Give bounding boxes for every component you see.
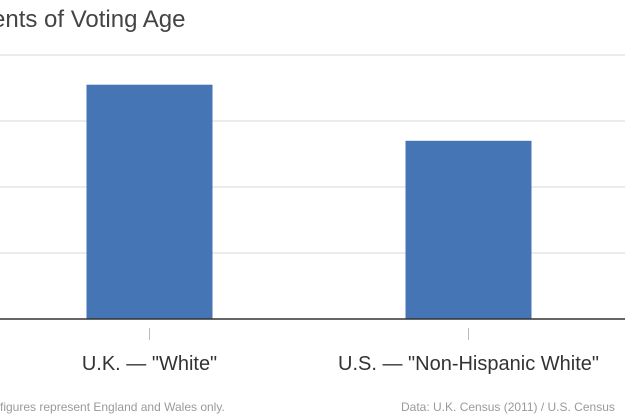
category-label: U.S. — "Non-Hispanic White" — [338, 353, 599, 375]
chart-title: ents of Voting Age — [0, 6, 186, 33]
category-label: U.K. — "White" — [82, 353, 217, 375]
bar-1 — [86, 84, 213, 319]
bar-2 — [405, 140, 532, 319]
footnote: figures represent England and Wales only… — [0, 400, 225, 414]
source-note: Data: U.K. Census (2011) / U.S. Census — [401, 400, 615, 414]
